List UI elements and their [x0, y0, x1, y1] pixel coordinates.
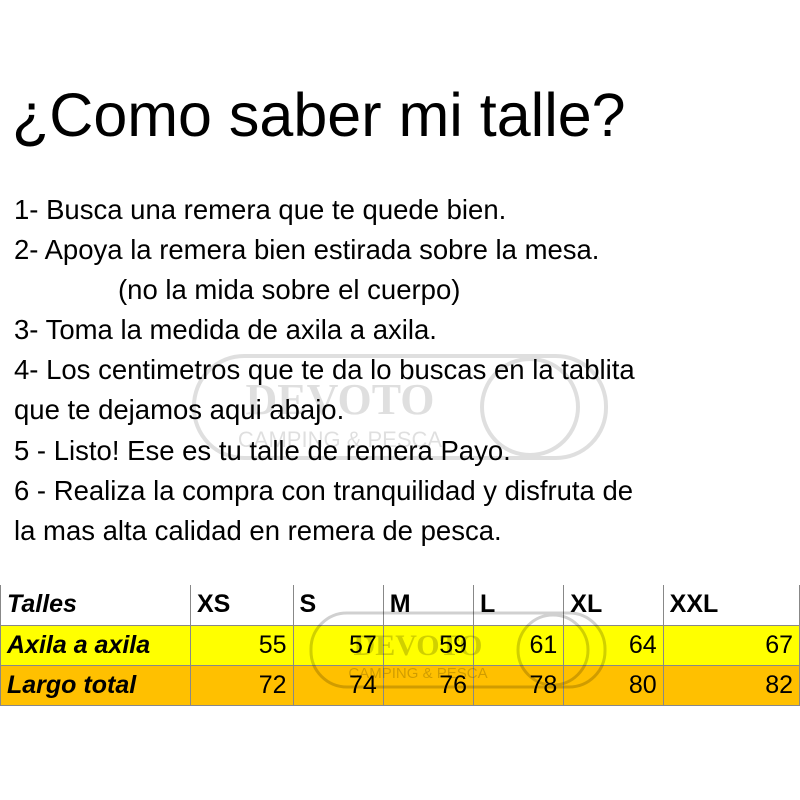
- step-line: 6 - Realiza la compra con tranquilidad y…: [14, 474, 634, 506]
- step-line: la mas alta calidad en remera de pesca.: [14, 514, 502, 546]
- step-line: 5 - Listo! Ese es tu talle de remera Pay…: [14, 434, 511, 466]
- table-cell: 82: [662, 664, 800, 706]
- table-row: Largo total 72 74 76 78 80 82: [0, 664, 800, 706]
- table-cell: 78: [473, 664, 565, 706]
- table-cell: 74: [292, 664, 384, 706]
- size-header: XL: [563, 585, 664, 626]
- instructions: 1- Busca una remera que te quede bien. 2…: [14, 190, 635, 551]
- step-line: que te dejamos aqui abajo.: [14, 394, 345, 426]
- table-header-row: Talles XS S M L XL XXL: [0, 585, 800, 626]
- step-line: 4- Los centimetros que te da lo buscas e…: [14, 354, 635, 386]
- table-cell: 61: [473, 624, 565, 666]
- step-note: (no la mida sobre el cuerpo): [118, 274, 461, 306]
- page-title: ¿Como saber mi talle?: [12, 81, 626, 149]
- table-cell: 67: [662, 624, 800, 666]
- table-cell: 59: [382, 624, 475, 666]
- table-cell: 57: [292, 624, 384, 666]
- table-cell: 64: [563, 624, 664, 666]
- size-header: L: [473, 585, 565, 626]
- size-header: S: [292, 585, 384, 626]
- table-cell: 55: [190, 624, 294, 666]
- table-cell: 80: [563, 664, 664, 706]
- table-cell: 76: [382, 664, 475, 706]
- size-header: XXL: [662, 585, 800, 626]
- step-line: 3- Toma la medida de axila a axila.: [14, 314, 437, 346]
- table-row: Axila a axila 55 57 59 61 64 67: [0, 624, 800, 666]
- header-label: Talles: [0, 585, 191, 626]
- size-header: XS: [190, 585, 294, 626]
- step-line: 1- Busca una remera que te quede bien.: [14, 194, 507, 225]
- size-table: Talles XS S M L XL XXL Axila a axila 55 …: [0, 585, 800, 706]
- step-line: 2- Apoya la remera bien estirada sobre l…: [14, 234, 600, 266]
- row-label: Axila a axila: [0, 624, 191, 666]
- size-header: M: [382, 585, 475, 626]
- row-label: Largo total: [0, 664, 191, 706]
- table-cell: 72: [190, 664, 294, 706]
